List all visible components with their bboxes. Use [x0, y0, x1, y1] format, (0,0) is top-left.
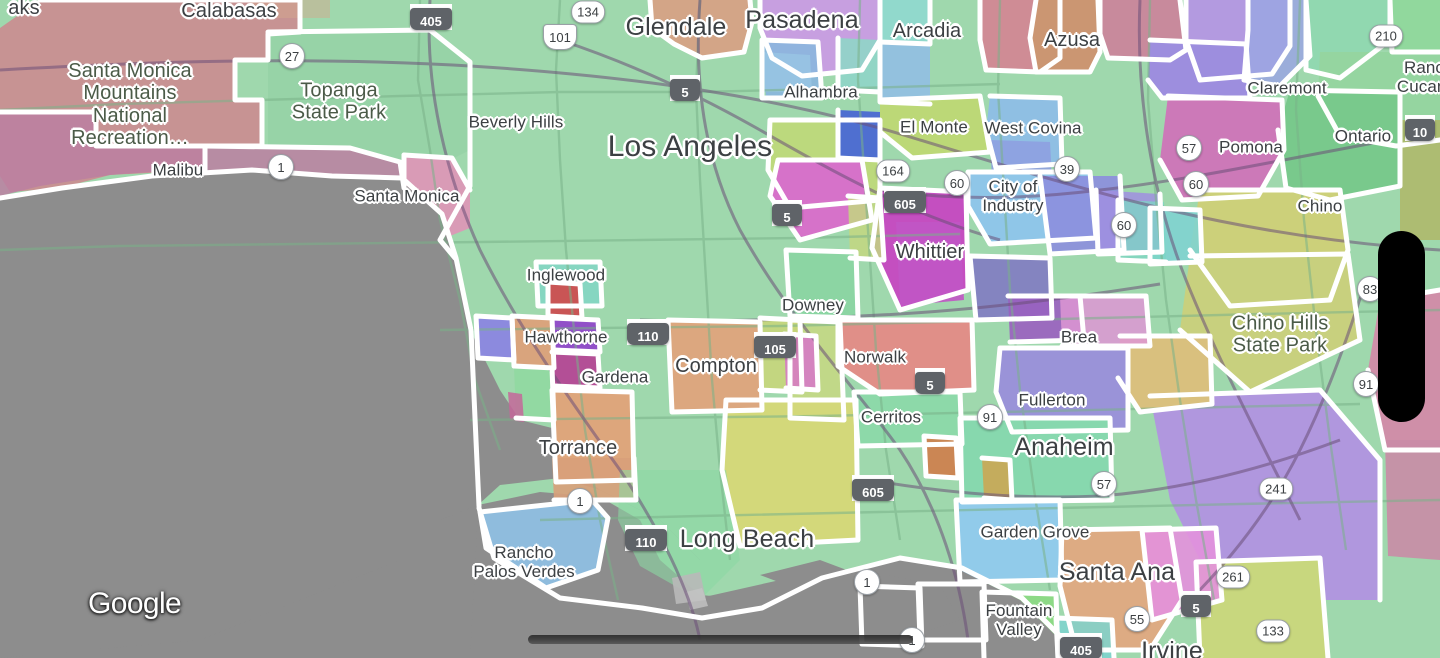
- district-anaheim-orange: [982, 458, 1012, 500]
- district-chino-hills-state-park: [1180, 254, 1360, 392]
- shield-label: 405: [1060, 637, 1102, 658]
- district-gardena-magenta: [552, 352, 600, 388]
- shield-sr-57-anaheim-icon: 57: [1091, 471, 1117, 497]
- district-ontario: [1278, 90, 1400, 200]
- shield-i-605-south-icon: 605: [852, 475, 894, 501]
- shield-us-101-icon: 101: [543, 24, 577, 50]
- district-downey: [786, 250, 858, 318]
- shield-label: 10: [1405, 119, 1435, 141]
- shield-label: 110: [627, 323, 669, 345]
- shield-i-405-south-icon: 405: [1060, 633, 1102, 658]
- shield-label: 105: [754, 336, 796, 358]
- shield-label: 5: [772, 204, 802, 226]
- shield-label: 605: [852, 479, 894, 501]
- horizontal-scrollbar-thumb[interactable]: [528, 635, 913, 644]
- district-olive-right: [1400, 120, 1440, 240]
- shield-i-110-north-icon: 110: [627, 319, 669, 345]
- shield-sr-1-malibu-icon: 1: [268, 154, 294, 180]
- district-gardena-green: [514, 366, 554, 420]
- shield-label: 5: [670, 79, 700, 101]
- district-manhattan-beach: [508, 392, 524, 422]
- shield-sr-1-coast-icon: 1: [854, 569, 880, 595]
- shield-sr-55-icon: 55: [1124, 606, 1150, 632]
- shield-sr-91-cerritos-icon: 91: [977, 404, 1003, 430]
- district-malibu: [0, 112, 205, 196]
- shield-sr-134-icon: 134: [571, 0, 605, 24]
- district-compton: [668, 320, 762, 412]
- district-pomona-west: [1148, 40, 1250, 98]
- shield-i-5-north-icon: 5: [670, 75, 700, 101]
- district-calabasas: [250, 0, 330, 18]
- shield-sr-91-east-icon: 91: [1353, 371, 1379, 397]
- shield-i-405-north-icon: 405: [410, 4, 452, 30]
- shield-label: 110: [625, 529, 667, 551]
- shield-sr-1-torrance-icon: 1: [567, 488, 593, 514]
- district-lawndale: [552, 318, 600, 352]
- shield-sr-241-icon: 241: [1259, 477, 1293, 501]
- district-garden-grove: [956, 500, 1062, 582]
- district-el-monte: [880, 96, 990, 158]
- shield-sr-133-icon: 133: [1256, 619, 1290, 643]
- district-azusa: [1030, 0, 1100, 72]
- shield-sr-57-north-icon: 57: [1176, 135, 1202, 161]
- shield-sr-261-icon: 261: [1216, 565, 1250, 589]
- district-el-segundo: [476, 316, 514, 360]
- district-rancho-palos-verdes: [480, 500, 608, 588]
- shield-i-5-irvine-icon: 5: [1181, 591, 1211, 617]
- shield-i-605-north-icon: 605: [884, 187, 926, 213]
- shield-sr-164-icon: 164: [876, 159, 910, 183]
- shield-label: 605: [884, 191, 926, 213]
- district-lakewood: [722, 400, 858, 546]
- district-pasadena-ne: [880, 0, 930, 42]
- district-long-beach-green: [618, 470, 740, 600]
- shield-sr-27-icon: 27: [279, 43, 305, 69]
- shield-sr-60-far-east-icon: 60: [1111, 212, 1137, 238]
- shield-i-5-mid-icon: 5: [772, 200, 802, 226]
- shield-sr-60-west-icon: 60: [944, 170, 970, 196]
- district-lennox-red: [548, 282, 582, 318]
- shield-label: 5: [915, 372, 945, 394]
- shield-i-105-icon: 105: [754, 332, 796, 358]
- shield-label: 405: [410, 8, 452, 30]
- shield-i-10-icon: 10: [1405, 115, 1435, 141]
- shield-sr-39-icon: 39: [1054, 156, 1080, 182]
- shield-i-110-long-beach-icon: 110: [625, 525, 667, 551]
- district-whittier-2: [896, 222, 964, 306]
- shield-i-5-norwalk-icon: 5: [915, 368, 945, 394]
- vertical-scrollbar-thumb[interactable]: [1378, 231, 1425, 422]
- district-claremont: [1244, 0, 1310, 86]
- shield-sr-60-east-icon: 60: [1183, 171, 1209, 197]
- shield-label: 5: [1181, 595, 1211, 617]
- district-rosemead: [880, 42, 930, 104]
- shield-sr-210-icon: 210: [1369, 24, 1403, 48]
- ocean-bay: [0, 172, 478, 658]
